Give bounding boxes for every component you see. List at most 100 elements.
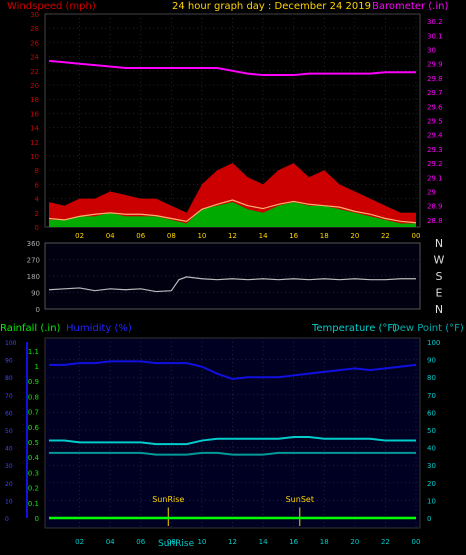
x-tick-label: 10 <box>197 538 206 546</box>
temperature-tick-label: 30 <box>427 462 436 470</box>
humidity-tick-label: 80 <box>5 375 13 382</box>
humidity-tick-label: 90 <box>5 358 13 365</box>
temperature-tick-label: 70 <box>427 392 436 400</box>
temperature-tick-label: 20 <box>427 480 436 488</box>
humidity-tick-label: 30 <box>5 463 13 470</box>
humidity-tick-label: 10 <box>5 498 13 505</box>
humidity-ticks: 0 10 20 30 40 50 60 70 80 90 100 <box>5 340 28 523</box>
series-dew-point <box>49 451 416 456</box>
x-tick-label: 02 <box>75 538 84 546</box>
x-tick-label: 18 <box>320 232 329 240</box>
windspeed-tick-label: 12 <box>30 139 39 147</box>
x-tick-label: 20 <box>350 232 359 240</box>
barometer-tick-label: 30.2 <box>427 18 443 26</box>
x-tick-label: 08 <box>167 232 176 240</box>
temperature-tick-label: 60 <box>427 409 436 417</box>
sun-event-label: SunRise <box>152 495 184 504</box>
x-tick-label: 00 <box>412 232 421 240</box>
barometer-tick-label: 28.9 <box>427 203 443 211</box>
x-tick-label: 06 <box>136 232 145 240</box>
windspeed-tick-label: 26 <box>30 39 39 47</box>
barometer-tick-label: 30 <box>427 47 436 55</box>
temperature-axis-label: Temperature (°F) <box>311 323 397 334</box>
compass-label: N <box>435 237 443 250</box>
temperature-tick-label: 80 <box>427 374 436 382</box>
temperature-tick-label: 90 <box>427 357 436 365</box>
temperature-x-ticks: 02 04 06 08 10 12 14 16 18 20 22 00 <box>75 538 420 546</box>
windspeed-tick-label: 6 <box>35 181 40 189</box>
windspeed-tick-label: 16 <box>30 110 39 118</box>
series-avg-speed <box>49 202 416 227</box>
windspeed-tick-label: 10 <box>30 153 39 161</box>
barometer-tick-label: 29 <box>427 189 436 197</box>
chart-title: 24 hour graph day : December 24 2019 <box>172 1 371 12</box>
barometer-tick-label: 29.7 <box>427 89 443 97</box>
direction-tick-label: 180 <box>27 273 40 281</box>
windspeed-tick-label: 8 <box>35 167 39 175</box>
dewpoint-axis-label: Dew Point (°F) <box>392 323 464 334</box>
barometer-tick-label: 29.4 <box>427 132 443 140</box>
windspeed-tick-label: 24 <box>30 54 39 62</box>
series-barometer <box>48 59 416 77</box>
direction-tick-label: 0 <box>36 306 40 314</box>
x-tick-label: 22 <box>381 538 390 546</box>
compass-label: S <box>436 270 443 283</box>
series-humidity <box>49 360 417 380</box>
rainfall-ticks: 0 0.1 0.2 0.3 0.4 0.5 0.6 0.7 0.8 0.9 1 1.1 <box>28 348 40 523</box>
rainfall-tick-label: 0.9 <box>28 378 39 386</box>
temperature-series <box>49 360 417 520</box>
barometer-tick-label: 30.1 <box>427 32 443 40</box>
windspeed-series <box>48 59 417 227</box>
rainfall-tick-label: 0.1 <box>28 500 39 508</box>
x-tick-label: 04 <box>106 232 115 240</box>
windspeed-tick-label: 20 <box>30 82 39 90</box>
humidity-axis-label: Humidity (%) <box>66 323 132 334</box>
windspeed-tick-label: 22 <box>30 68 39 76</box>
barometer-tick-label: 29.3 <box>427 146 443 154</box>
rainfall-tick-label: 1 <box>35 363 39 371</box>
sun-events: SunRise SunSet <box>152 495 314 526</box>
humidity-tick-label: 0 <box>5 516 9 523</box>
x-tick-label: 08 <box>167 538 176 546</box>
direction-tick-label: 360 <box>27 240 40 248</box>
x-tick-label: 14 <box>259 232 268 240</box>
x-tick-label: 02 <box>75 232 84 240</box>
x-tick-label: 12 <box>228 232 237 240</box>
rainfall-tick-label: 0.7 <box>28 409 39 417</box>
x-tick-label: 06 <box>136 538 145 546</box>
humidity-tick-label: 50 <box>5 428 13 435</box>
barometer-tick-label: 29.8 <box>427 75 443 83</box>
bottom-sunrise-label: SunRise <box>158 539 195 549</box>
temperature-grid <box>45 338 420 528</box>
windspeed-tick-label: 30 <box>30 11 39 19</box>
rainfall-tick-label: 0.2 <box>28 485 39 493</box>
barometer-tick-label: 29.1 <box>427 174 443 182</box>
temperature-ticks: 0 10 20 30 40 50 60 70 80 90 100 <box>427 339 440 523</box>
barometer-axis-label: Barometer (.in) <box>372 1 448 12</box>
series-temperature <box>49 436 416 446</box>
compass-label: N <box>435 303 443 316</box>
humidity-tick-label: 20 <box>5 481 13 488</box>
x-tick-label: 16 <box>289 232 298 240</box>
compass-label: E <box>436 287 443 300</box>
windspeed-tick-label: 0 <box>35 224 39 232</box>
rainfall-tick-label: 0.3 <box>28 469 39 477</box>
windspeed-tick-label: 28 <box>30 25 39 33</box>
humidity-tick-label: 70 <box>5 393 13 400</box>
direction-tick-label: 90 <box>31 290 40 298</box>
rainfall-tick-label: 0 <box>35 515 39 523</box>
windspeed-tick-label: 14 <box>30 125 39 133</box>
x-tick-label: 16 <box>289 538 298 546</box>
x-tick-label: 18 <box>320 538 329 546</box>
direction-ticks: 0 90 180 270 360 <box>27 240 40 314</box>
direction-tick-label: 270 <box>27 257 40 265</box>
barometer-tick-label: 29.6 <box>427 103 443 111</box>
humidity-tick-label: 100 <box>5 340 17 347</box>
windspeed-axis-label: Windspeed (mph) <box>7 1 96 12</box>
temperature-tick-label: 100 <box>427 339 440 347</box>
temperature-tick-label: 40 <box>427 445 436 453</box>
windspeed-tick-label: 18 <box>30 96 39 104</box>
x-tick-label: 12 <box>228 538 237 546</box>
rainfall-axis-label: Rainfall (.in) <box>0 323 61 334</box>
